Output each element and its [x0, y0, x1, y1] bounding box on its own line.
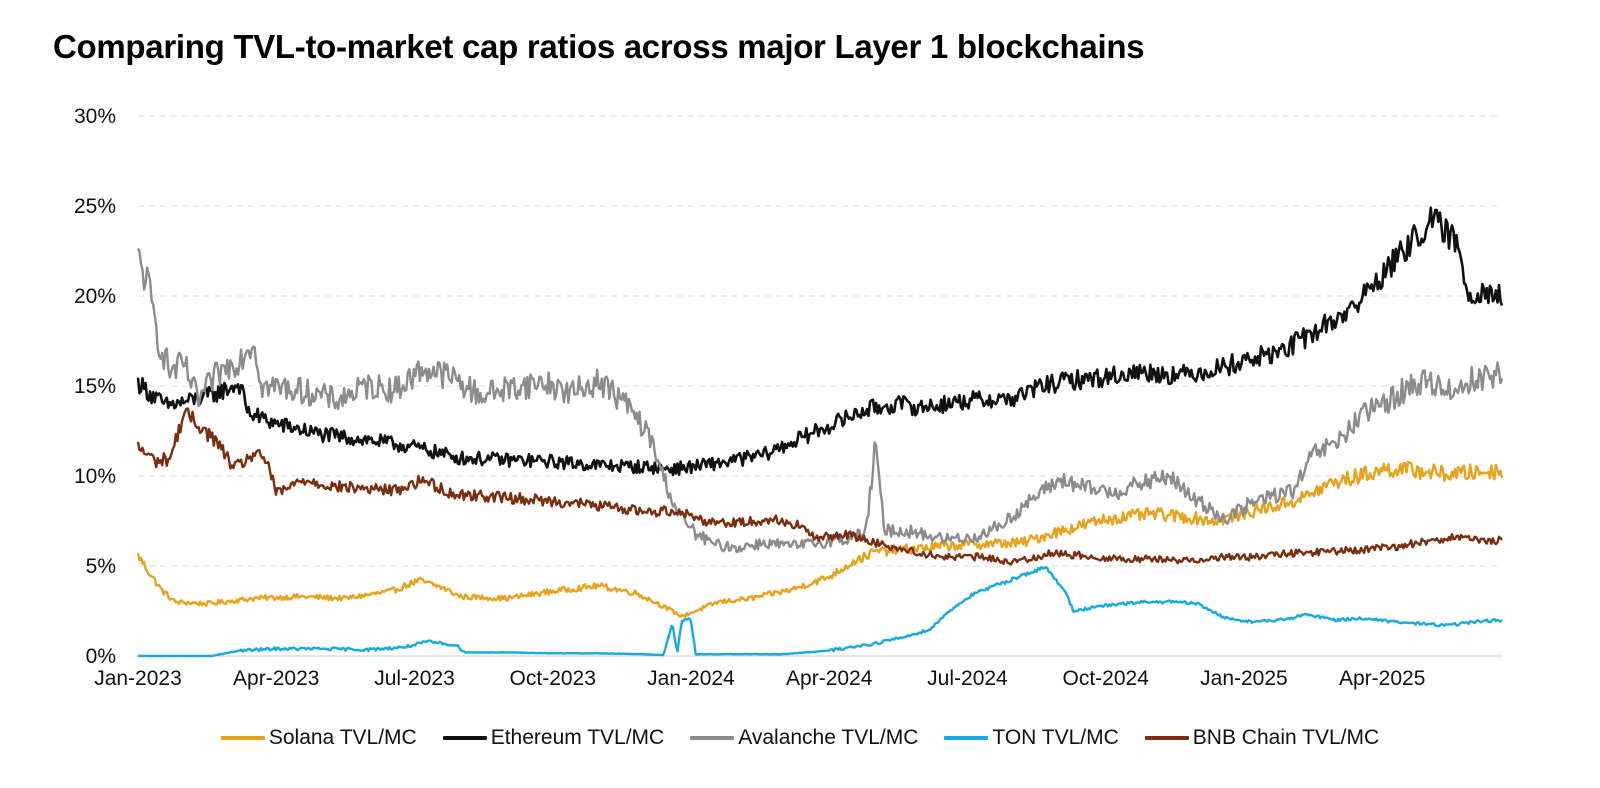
x-tick-label: Oct-2024 — [1063, 667, 1150, 690]
y-tick-label: 10% — [74, 465, 116, 488]
y-tick-label: 20% — [74, 285, 116, 308]
legend-item: Avalanche TVL/MC — [690, 726, 918, 750]
y-tick-label: 5% — [86, 555, 116, 578]
x-axis: Jan-2023 Apr-2023 Jul-2023 Oct-2023 Jan-2024… — [94, 667, 1425, 690]
x-tick-label: Apr-2025 — [1339, 667, 1425, 690]
x-tick-label: Jul-2023 — [374, 667, 455, 690]
series-line-ethereum-tvl-mc — [136, 206, 1504, 477]
x-tick-label: Jan-2025 — [1200, 667, 1288, 690]
series-line-avalanche-tvl-mc — [136, 247, 1504, 554]
x-tick-label: Oct-2023 — [510, 667, 596, 690]
legend-swatch — [944, 736, 989, 740]
x-tick-label: Jan-2024 — [647, 667, 735, 690]
series-line-ton-tvl-mc — [137, 566, 1503, 658]
chart-title: Comparing TVL-to-market cap ratios acros… — [53, 28, 1145, 65]
x-tick-label: Apr-2023 — [233, 667, 319, 690]
legend-label: BNB Chain TVL/MC — [1192, 726, 1380, 749]
x-tick-label: Jul-2024 — [927, 667, 1008, 690]
legend-item: TON TVL/MC — [944, 726, 1119, 750]
legend: Solana TVL/MC Ethereum TVL/MC Avalanche TV… — [0, 726, 1600, 750]
legend-label: Solana TVL/MC — [268, 726, 417, 749]
legend-swatch — [1144, 736, 1189, 740]
legend-item: Ethereum TVL/MC — [442, 726, 665, 750]
y-tick-label: 25% — [74, 195, 116, 218]
legend-swatch — [690, 736, 735, 740]
x-tick-label: Jan-2023 — [94, 667, 182, 690]
legend-item: Solana TVL/MC — [220, 726, 417, 750]
x-tick-label: Apr-2024 — [786, 667, 873, 690]
y-tick-label: 15% — [74, 375, 116, 398]
legend-item: BNB Chain TVL/MC — [1144, 726, 1380, 750]
legend-swatch — [442, 736, 487, 740]
y-tick-label: 30% — [74, 105, 116, 128]
line-chart: 0% 5% 10% 15% 20% 25% 30% Jan-2023 Apr-2023 Jul-… — [74, 105, 1504, 690]
y-tick-label: 0% — [86, 645, 116, 668]
series-lines — [136, 206, 1504, 658]
legend-label: TON TVL/MC — [992, 726, 1119, 749]
series-line-bnb-chain-tvl-mc — [136, 407, 1503, 566]
gridlines — [138, 115, 1502, 657]
legend-label: Ethereum TVL/MC — [490, 726, 665, 749]
legend-swatch — [220, 736, 265, 740]
series-line-solana-tvl-mc — [136, 460, 1504, 618]
y-axis: 0% 5% 10% 15% 20% 25% 30% — [74, 105, 116, 668]
legend-label: Avalanche TVL/MC — [738, 726, 919, 749]
